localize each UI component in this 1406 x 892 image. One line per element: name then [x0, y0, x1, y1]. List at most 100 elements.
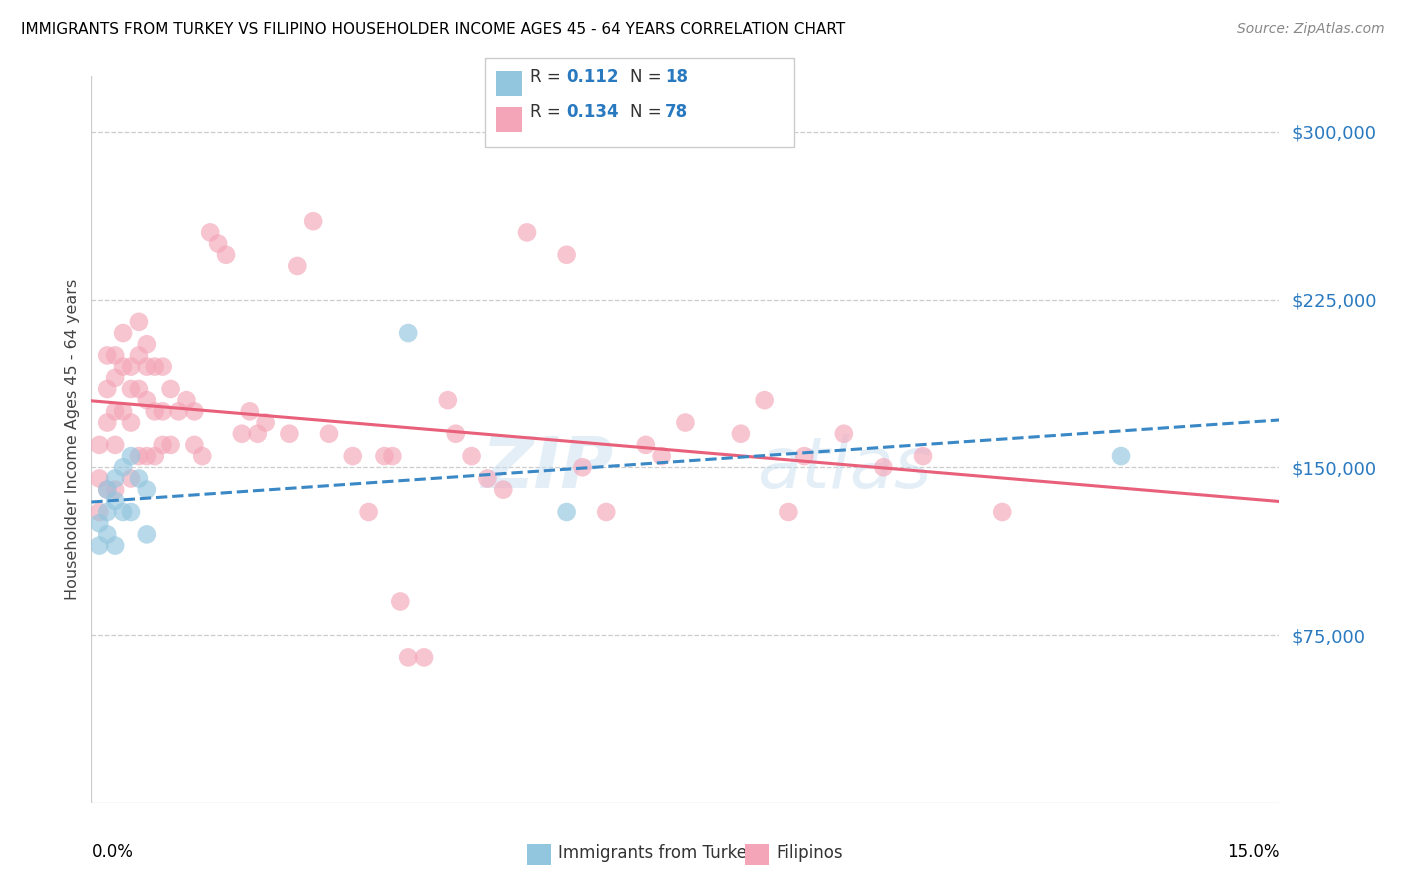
Point [152, 404, 174, 418]
Point [89, 539, 111, 553]
Point [555, 505, 578, 519]
Point [112, 460, 135, 475]
Point [191, 449, 214, 463]
Point [112, 404, 135, 418]
Point [200, 226, 222, 240]
Point [167, 404, 190, 418]
Point [128, 348, 150, 362]
Point [492, 483, 515, 497]
Text: R =: R = [530, 103, 567, 121]
Point [357, 505, 380, 519]
Point [120, 359, 142, 374]
Point [342, 449, 364, 463]
Point [318, 426, 340, 441]
Point [135, 393, 157, 408]
Point [96, 348, 118, 362]
Point [285, 259, 308, 273]
Point [135, 359, 157, 374]
Text: N =: N = [630, 103, 666, 121]
Point [128, 471, 150, 485]
Point [460, 449, 482, 463]
Point [128, 315, 150, 329]
Point [302, 214, 325, 228]
Point [231, 426, 253, 441]
Point [135, 527, 157, 541]
Point [89, 505, 111, 519]
Point [373, 449, 395, 463]
Y-axis label: Householder Income Ages 45 - 64 years: Householder Income Ages 45 - 64 years [65, 278, 80, 600]
Point [143, 404, 166, 418]
Point [152, 438, 174, 452]
Point [991, 505, 1014, 519]
Point [135, 449, 157, 463]
Point [176, 393, 198, 408]
Text: IMMIGRANTS FROM TURKEY VS FILIPINO HOUSEHOLDER INCOME AGES 45 - 64 YEARS CORRELA: IMMIGRANTS FROM TURKEY VS FILIPINO HOUSE… [21, 22, 845, 37]
Text: Immigrants from Turkey: Immigrants from Turkey [558, 844, 756, 862]
Point [120, 382, 142, 396]
Text: 0.112: 0.112 [567, 68, 619, 86]
Point [634, 438, 657, 452]
Point [89, 438, 111, 452]
Point [128, 382, 150, 396]
Point [444, 426, 467, 441]
Text: atlas: atlas [756, 434, 931, 503]
Point [104, 438, 127, 452]
Point [120, 471, 142, 485]
Point [254, 416, 277, 430]
Point [183, 438, 205, 452]
Point [673, 416, 696, 430]
Point [135, 337, 157, 351]
Point [730, 426, 752, 441]
Point [96, 483, 118, 497]
Text: 0.0%: 0.0% [91, 843, 134, 861]
Point [96, 382, 118, 396]
Point [555, 248, 578, 262]
Point [651, 449, 673, 463]
Point [159, 438, 181, 452]
Point [1109, 449, 1132, 463]
Point [104, 493, 127, 508]
Point [104, 471, 127, 485]
Point [120, 449, 142, 463]
Point [104, 483, 127, 497]
Point [135, 483, 157, 497]
Point [396, 326, 419, 340]
Point [143, 449, 166, 463]
Point [832, 426, 855, 441]
Point [278, 426, 301, 441]
Point [183, 404, 205, 418]
Point [120, 505, 142, 519]
Point [754, 393, 776, 408]
Point [571, 460, 593, 475]
Text: ZIP: ZIP [482, 434, 614, 503]
Point [872, 460, 894, 475]
Point [516, 226, 538, 240]
Point [246, 426, 269, 441]
Point [381, 449, 404, 463]
Text: Source: ZipAtlas.com: Source: ZipAtlas.com [1237, 22, 1385, 37]
Text: 0.134: 0.134 [567, 103, 619, 121]
Text: R =: R = [530, 68, 567, 86]
Point [207, 236, 229, 251]
Point [112, 326, 135, 340]
Text: 18: 18 [665, 68, 688, 86]
Point [112, 505, 135, 519]
Point [413, 650, 436, 665]
Point [96, 416, 118, 430]
Point [128, 449, 150, 463]
Text: 15.0%: 15.0% [1227, 843, 1279, 861]
Point [104, 404, 127, 418]
Point [477, 471, 499, 485]
Point [778, 505, 800, 519]
Point [239, 404, 262, 418]
Point [159, 382, 181, 396]
Point [104, 348, 127, 362]
Point [396, 650, 419, 665]
Point [104, 539, 127, 553]
Point [436, 393, 458, 408]
Point [89, 471, 111, 485]
Text: 78: 78 [665, 103, 688, 121]
Point [389, 594, 412, 608]
Point [215, 248, 238, 262]
Point [89, 516, 111, 531]
